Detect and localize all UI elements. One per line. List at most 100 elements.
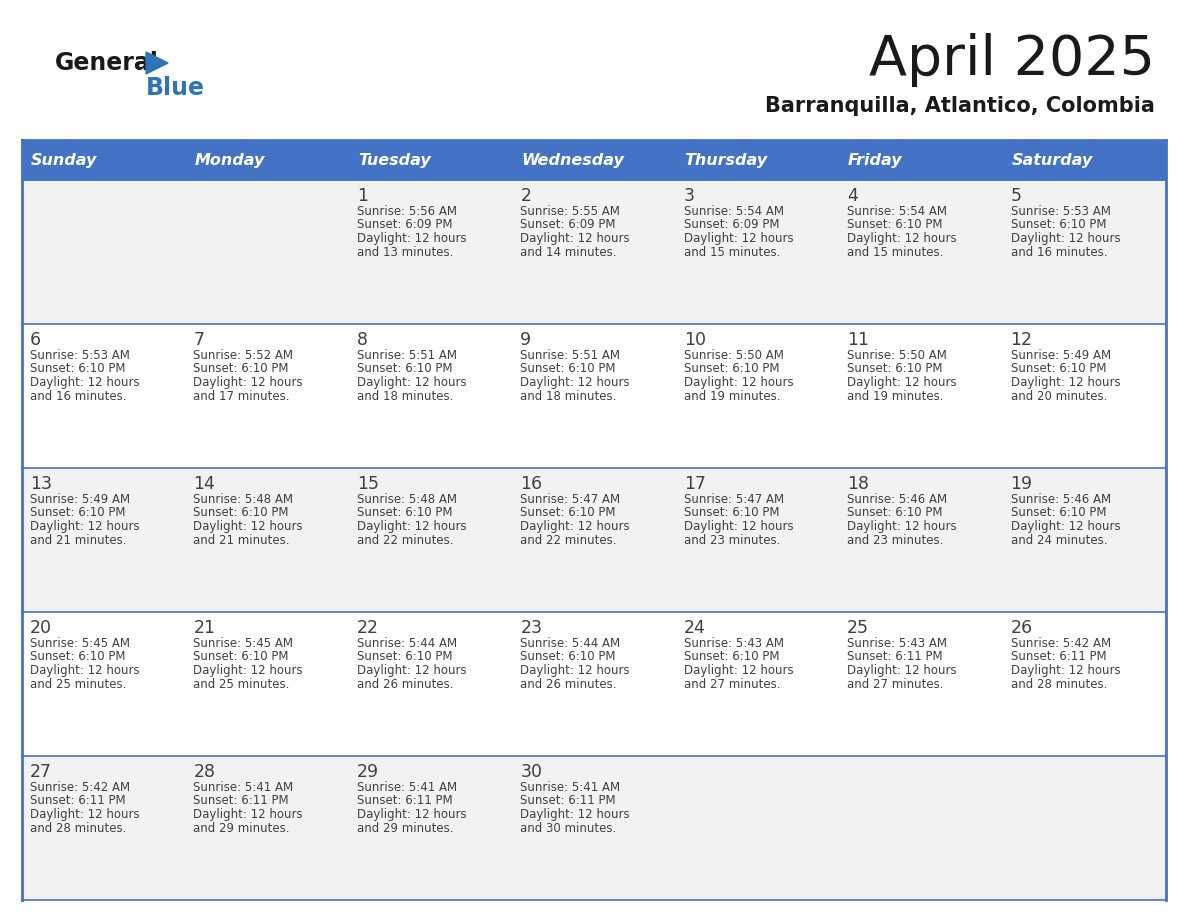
Bar bbox=[23, 180, 1165, 324]
Text: Sunrise: 5:51 AM: Sunrise: 5:51 AM bbox=[520, 349, 620, 362]
Text: Sunrise: 5:42 AM: Sunrise: 5:42 AM bbox=[30, 781, 131, 794]
Text: Sunset: 6:10 PM: Sunset: 6:10 PM bbox=[356, 651, 453, 664]
Text: Daylight: 12 hours: Daylight: 12 hours bbox=[356, 664, 467, 677]
Text: Sunrise: 5:45 AM: Sunrise: 5:45 AM bbox=[30, 637, 129, 650]
Text: Sunset: 6:11 PM: Sunset: 6:11 PM bbox=[194, 794, 289, 808]
Text: Daylight: 12 hours: Daylight: 12 hours bbox=[520, 808, 630, 821]
Text: and 23 minutes.: and 23 minutes. bbox=[847, 533, 943, 546]
Text: and 14 minutes.: and 14 minutes. bbox=[520, 245, 617, 259]
Text: Sunrise: 5:54 AM: Sunrise: 5:54 AM bbox=[684, 205, 784, 218]
Text: Sunrise: 5:46 AM: Sunrise: 5:46 AM bbox=[847, 493, 947, 506]
Text: Thursday: Thursday bbox=[684, 152, 767, 167]
Text: Daylight: 12 hours: Daylight: 12 hours bbox=[356, 808, 467, 821]
Text: and 28 minutes.: and 28 minutes. bbox=[30, 822, 126, 834]
Text: Sunrise: 5:44 AM: Sunrise: 5:44 AM bbox=[520, 637, 620, 650]
Bar bbox=[23, 612, 1165, 756]
Bar bbox=[23, 468, 1165, 612]
Text: 15: 15 bbox=[356, 475, 379, 493]
Text: Sunrise: 5:41 AM: Sunrise: 5:41 AM bbox=[520, 781, 620, 794]
Text: Sunset: 6:09 PM: Sunset: 6:09 PM bbox=[684, 218, 779, 231]
Text: Sunset: 6:09 PM: Sunset: 6:09 PM bbox=[356, 218, 453, 231]
Text: Sunset: 6:10 PM: Sunset: 6:10 PM bbox=[520, 507, 615, 520]
Text: Daylight: 12 hours: Daylight: 12 hours bbox=[194, 520, 303, 533]
Text: Sunset: 6:10 PM: Sunset: 6:10 PM bbox=[1011, 507, 1106, 520]
Text: Daylight: 12 hours: Daylight: 12 hours bbox=[1011, 376, 1120, 389]
Text: and 29 minutes.: and 29 minutes. bbox=[194, 822, 290, 834]
Text: 9: 9 bbox=[520, 331, 531, 349]
Text: Sunrise: 5:51 AM: Sunrise: 5:51 AM bbox=[356, 349, 457, 362]
Text: and 30 minutes.: and 30 minutes. bbox=[520, 822, 617, 834]
Text: Sunrise: 5:55 AM: Sunrise: 5:55 AM bbox=[520, 205, 620, 218]
Text: Sunset: 6:10 PM: Sunset: 6:10 PM bbox=[684, 507, 779, 520]
Text: Sunset: 6:10 PM: Sunset: 6:10 PM bbox=[30, 507, 126, 520]
Text: 13: 13 bbox=[30, 475, 52, 493]
Text: Sunset: 6:10 PM: Sunset: 6:10 PM bbox=[194, 363, 289, 375]
Text: 28: 28 bbox=[194, 763, 215, 781]
Text: and 28 minutes.: and 28 minutes. bbox=[1011, 677, 1107, 690]
Bar bbox=[23, 324, 1165, 468]
Text: Sunrise: 5:54 AM: Sunrise: 5:54 AM bbox=[847, 205, 947, 218]
Text: Daylight: 12 hours: Daylight: 12 hours bbox=[30, 376, 140, 389]
Text: and 18 minutes.: and 18 minutes. bbox=[520, 389, 617, 402]
Text: 27: 27 bbox=[30, 763, 52, 781]
Text: Monday: Monday bbox=[195, 152, 265, 167]
Text: Sunset: 6:10 PM: Sunset: 6:10 PM bbox=[30, 651, 126, 664]
Text: Sunrise: 5:48 AM: Sunrise: 5:48 AM bbox=[194, 493, 293, 506]
Text: 25: 25 bbox=[847, 619, 870, 637]
Text: 20: 20 bbox=[30, 619, 52, 637]
Text: 26: 26 bbox=[1011, 619, 1032, 637]
Text: Sunset: 6:10 PM: Sunset: 6:10 PM bbox=[356, 363, 453, 375]
Text: Sunrise: 5:53 AM: Sunrise: 5:53 AM bbox=[1011, 205, 1111, 218]
Text: Sunset: 6:10 PM: Sunset: 6:10 PM bbox=[30, 363, 126, 375]
Text: Sunrise: 5:41 AM: Sunrise: 5:41 AM bbox=[356, 781, 457, 794]
Text: and 29 minutes.: and 29 minutes. bbox=[356, 822, 454, 834]
Text: 17: 17 bbox=[684, 475, 706, 493]
Text: Wednesday: Wednesday bbox=[522, 152, 624, 167]
Text: Daylight: 12 hours: Daylight: 12 hours bbox=[194, 664, 303, 677]
Text: and 21 minutes.: and 21 minutes. bbox=[194, 533, 290, 546]
Text: Daylight: 12 hours: Daylight: 12 hours bbox=[520, 232, 630, 245]
Text: Daylight: 12 hours: Daylight: 12 hours bbox=[684, 520, 794, 533]
Text: and 26 minutes.: and 26 minutes. bbox=[520, 677, 617, 690]
Text: Sunset: 6:10 PM: Sunset: 6:10 PM bbox=[847, 363, 942, 375]
Text: General: General bbox=[55, 51, 159, 75]
Text: Daylight: 12 hours: Daylight: 12 hours bbox=[520, 376, 630, 389]
Text: Sunset: 6:10 PM: Sunset: 6:10 PM bbox=[520, 651, 615, 664]
Text: Sunrise: 5:47 AM: Sunrise: 5:47 AM bbox=[520, 493, 620, 506]
Text: Sunset: 6:11 PM: Sunset: 6:11 PM bbox=[30, 794, 126, 808]
Text: and 21 minutes.: and 21 minutes. bbox=[30, 533, 126, 546]
Text: 30: 30 bbox=[520, 763, 542, 781]
Text: and 25 minutes.: and 25 minutes. bbox=[30, 677, 126, 690]
Text: Daylight: 12 hours: Daylight: 12 hours bbox=[847, 232, 956, 245]
Text: Sunset: 6:10 PM: Sunset: 6:10 PM bbox=[194, 651, 289, 664]
Text: and 25 minutes.: and 25 minutes. bbox=[194, 677, 290, 690]
Text: Daylight: 12 hours: Daylight: 12 hours bbox=[847, 664, 956, 677]
Text: Daylight: 12 hours: Daylight: 12 hours bbox=[356, 376, 467, 389]
Text: Sunrise: 5:56 AM: Sunrise: 5:56 AM bbox=[356, 205, 457, 218]
Bar bbox=[23, 140, 1165, 180]
Text: Sunrise: 5:49 AM: Sunrise: 5:49 AM bbox=[1011, 349, 1111, 362]
Text: and 27 minutes.: and 27 minutes. bbox=[847, 677, 943, 690]
Text: and 20 minutes.: and 20 minutes. bbox=[1011, 389, 1107, 402]
Text: Sunrise: 5:49 AM: Sunrise: 5:49 AM bbox=[30, 493, 131, 506]
Text: 29: 29 bbox=[356, 763, 379, 781]
Text: April 2025: April 2025 bbox=[868, 33, 1155, 87]
Text: Daylight: 12 hours: Daylight: 12 hours bbox=[194, 808, 303, 821]
Text: Daylight: 12 hours: Daylight: 12 hours bbox=[30, 520, 140, 533]
Text: Daylight: 12 hours: Daylight: 12 hours bbox=[1011, 232, 1120, 245]
Text: Sunrise: 5:43 AM: Sunrise: 5:43 AM bbox=[684, 637, 784, 650]
Polygon shape bbox=[146, 52, 168, 74]
Text: and 22 minutes.: and 22 minutes. bbox=[520, 533, 617, 546]
Text: 16: 16 bbox=[520, 475, 543, 493]
Text: and 16 minutes.: and 16 minutes. bbox=[1011, 245, 1107, 259]
Text: Sunrise: 5:53 AM: Sunrise: 5:53 AM bbox=[30, 349, 129, 362]
Text: 6: 6 bbox=[30, 331, 42, 349]
Text: Daylight: 12 hours: Daylight: 12 hours bbox=[356, 232, 467, 245]
Text: Sunrise: 5:46 AM: Sunrise: 5:46 AM bbox=[1011, 493, 1111, 506]
Text: Sunset: 6:11 PM: Sunset: 6:11 PM bbox=[356, 794, 453, 808]
Text: Sunset: 6:10 PM: Sunset: 6:10 PM bbox=[1011, 218, 1106, 231]
Text: 4: 4 bbox=[847, 187, 858, 205]
Text: 7: 7 bbox=[194, 331, 204, 349]
Text: and 26 minutes.: and 26 minutes. bbox=[356, 677, 454, 690]
Text: and 18 minutes.: and 18 minutes. bbox=[356, 389, 454, 402]
